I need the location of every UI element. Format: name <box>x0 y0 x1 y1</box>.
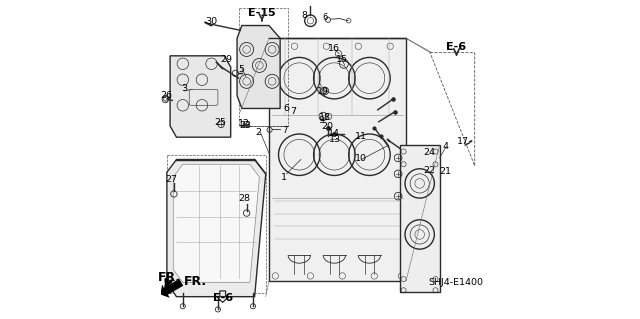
Text: FR.: FR. <box>184 275 207 288</box>
Polygon shape <box>237 26 280 108</box>
Text: 20: 20 <box>321 122 333 131</box>
Text: 13: 13 <box>329 135 341 144</box>
Text: 15: 15 <box>336 56 348 64</box>
Text: 18: 18 <box>319 113 331 122</box>
Text: 24: 24 <box>424 148 435 157</box>
Text: 16: 16 <box>328 44 340 53</box>
Text: 6: 6 <box>284 104 290 113</box>
Text: 6: 6 <box>322 13 328 22</box>
Polygon shape <box>269 38 406 281</box>
Text: 3: 3 <box>180 84 187 93</box>
Text: E-6: E-6 <box>447 42 467 52</box>
Text: 2: 2 <box>255 128 261 137</box>
Text: FR.: FR. <box>158 271 181 287</box>
Text: 29: 29 <box>220 56 232 64</box>
Text: 14: 14 <box>328 129 340 138</box>
Text: E-15: E-15 <box>248 8 276 19</box>
Text: 10: 10 <box>355 154 367 163</box>
Bar <box>239 8 288 126</box>
Text: SHJ4-E1400: SHJ4-E1400 <box>428 278 483 287</box>
Text: 4: 4 <box>442 142 449 151</box>
Text: 21: 21 <box>440 167 451 176</box>
Text: 1: 1 <box>281 173 287 182</box>
Text: 26: 26 <box>160 91 172 100</box>
Polygon shape <box>170 56 230 137</box>
Text: 7: 7 <box>282 126 287 135</box>
Text: 17: 17 <box>457 137 469 146</box>
Bar <box>400 145 440 292</box>
FancyArrow shape <box>161 279 183 298</box>
Text: 28: 28 <box>238 194 250 203</box>
Text: 30: 30 <box>205 17 217 26</box>
Text: 9: 9 <box>318 116 324 125</box>
Text: 7: 7 <box>290 107 296 115</box>
Text: 23: 23 <box>239 121 251 130</box>
Text: 27: 27 <box>165 175 177 184</box>
Text: 8: 8 <box>301 11 307 20</box>
Text: 22: 22 <box>424 166 435 174</box>
Text: 19: 19 <box>317 87 328 96</box>
Text: 11: 11 <box>355 132 367 141</box>
Text: 25: 25 <box>214 118 227 127</box>
Text: 12: 12 <box>238 119 250 128</box>
Polygon shape <box>167 160 266 297</box>
Polygon shape <box>173 164 259 282</box>
Text: E-6: E-6 <box>212 293 233 303</box>
Bar <box>167 155 266 293</box>
Text: 5: 5 <box>238 65 244 74</box>
